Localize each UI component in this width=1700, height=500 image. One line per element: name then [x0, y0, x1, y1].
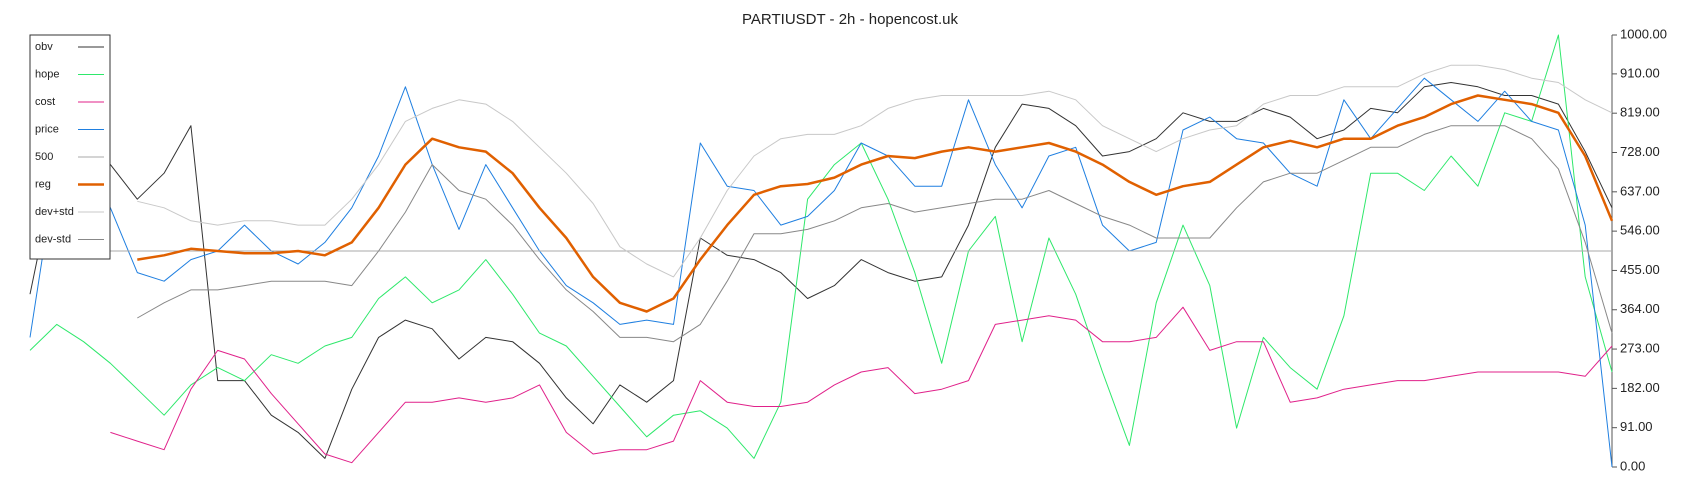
series-line: [137, 64, 1613, 278]
y-tick-label: 728.00: [1620, 144, 1660, 159]
y-tick-label: 1000.00: [1620, 26, 1667, 41]
legend-label: cost: [35, 96, 55, 108]
series-line: [137, 94, 1614, 313]
legend-label: reg: [35, 178, 51, 190]
legend-label: hope: [35, 68, 59, 80]
y-tick-label: 0.00: [1620, 458, 1645, 473]
y-tick-label: 455.00: [1620, 262, 1660, 277]
legend-label: dev-std: [35, 233, 71, 245]
y-tick-label: 91.00: [1620, 419, 1653, 434]
y-tick-label: 182.00: [1620, 380, 1660, 395]
series-line: [137, 125, 1613, 343]
y-tick-label: 819.00: [1620, 105, 1660, 120]
y-tick-label: 910.00: [1620, 65, 1660, 80]
y-tick-label: 273.00: [1620, 341, 1660, 356]
series-line: [29, 82, 1613, 459]
series-line: [110, 306, 1613, 464]
legend-label: price: [35, 123, 59, 135]
legend-label: obv: [35, 41, 53, 53]
chart-title: PARTIUSDT - 2h - hopencost.uk: [742, 11, 958, 28]
legend-label: dev+std: [35, 206, 74, 218]
legend-label: 500: [35, 151, 53, 163]
series-line: [29, 77, 1613, 468]
y-tick-label: 637.00: [1620, 183, 1660, 198]
y-tick-label: 364.00: [1620, 301, 1660, 316]
y-tick-label: 546.00: [1620, 223, 1660, 238]
legend-box: [29, 34, 111, 260]
